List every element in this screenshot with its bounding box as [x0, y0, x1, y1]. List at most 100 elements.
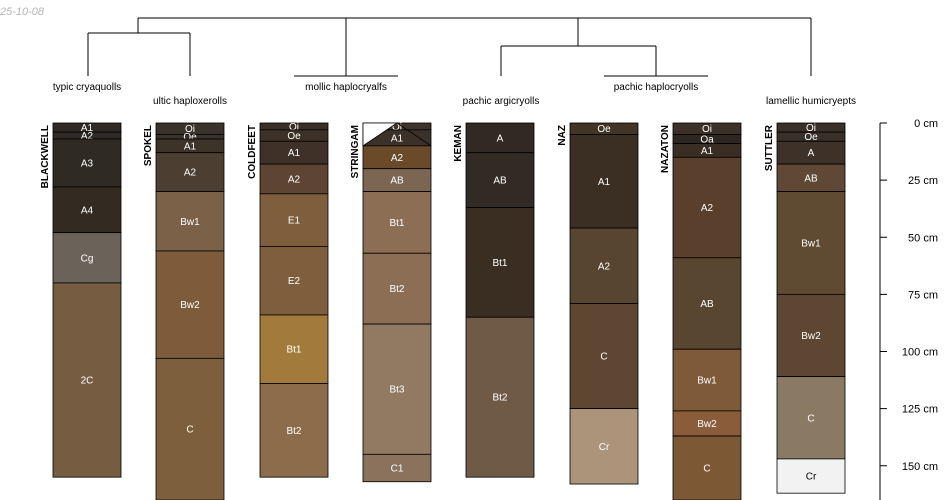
horizon-label: A2 — [288, 174, 301, 185]
group-label-ultic-haploxerolls: ultic haploxerolls — [153, 96, 227, 107]
date-stamp: 25-10-08 — [0, 6, 45, 18]
horizon-cr — [776, 458, 846, 494]
horizon-label: A1 — [598, 177, 611, 188]
horizon-bt3 — [362, 323, 432, 455]
horizon-label: Bt2 — [286, 426, 301, 437]
horizon-label: Oe — [804, 132, 818, 143]
horizon-label: A1 — [184, 141, 197, 152]
horizon-label: Oi — [392, 122, 402, 133]
horizon-label: Oi — [702, 124, 712, 135]
horizon-ab — [672, 257, 742, 350]
horizon-label: Bt1 — [492, 258, 507, 269]
horizon-label: Oi — [806, 123, 816, 134]
horizon-label: 2C — [81, 376, 94, 387]
horizon-label: A2 — [81, 131, 94, 142]
horizon-label: AB — [700, 299, 714, 310]
horizon-label: Bw1 — [697, 376, 717, 387]
horizon-label: A4 — [81, 205, 94, 216]
horizon-label: A2 — [598, 261, 611, 272]
horizon-label: Bw2 — [801, 331, 821, 342]
profile-name: SUTTLER — [764, 124, 775, 171]
horizon-label: A1 — [288, 148, 301, 159]
group-label-pachic-argicryolls: pachic argicryolls — [463, 96, 540, 107]
horizon-label: AB — [390, 176, 404, 187]
horizon-label: Bw2 — [697, 419, 717, 430]
horizon-bw1 — [155, 191, 225, 252]
horizon-label: Cg — [81, 253, 94, 264]
horizon-label: C — [186, 425, 193, 436]
horizon-label: Bw1 — [801, 238, 821, 249]
horizon-c — [776, 376, 846, 460]
horizon-label: A1 — [701, 146, 714, 157]
depth-tick-label: 75 cm — [908, 289, 938, 301]
horizon-label: A — [808, 148, 815, 159]
taxonomic-group-labels: typic cryaquolls ultic haploxerolls mollic… — [53, 75, 856, 107]
profile-name: KEMAN — [453, 125, 464, 162]
horizon-label: Oa — [700, 134, 714, 145]
profile-name: NAZATON — [660, 125, 671, 173]
horizon-label: C — [807, 413, 814, 424]
horizon-a2 — [259, 163, 329, 195]
horizon-label: A1 — [81, 123, 94, 134]
horizon-label: A1 — [391, 133, 404, 144]
horizon-label: A2 — [391, 153, 404, 164]
horizon-label: A2 — [701, 203, 714, 214]
depth-tick-label: 50 cm — [908, 232, 938, 244]
group-label-mollic-haplocryalfs: mollic haplocryalfs — [305, 82, 387, 93]
horizon-label: Oe — [183, 132, 197, 143]
horizon-label: Bw1 — [180, 217, 200, 228]
horizon-label: A — [497, 133, 504, 144]
depth-tick-label: 100 cm — [902, 347, 938, 359]
horizon-label: A2 — [184, 168, 197, 179]
horizon-a1 — [569, 134, 639, 229]
organic-layer-boundary — [396, 122, 432, 147]
dendrogram — [87, 17, 812, 76]
depth-tick-label: 125 cm — [902, 404, 938, 416]
horizon-a2 — [155, 152, 225, 192]
horizon-bw1 — [672, 348, 742, 412]
horizon-label: Bt3 — [389, 385, 404, 396]
organic-layer-marker — [362, 122, 399, 147]
depth-tick-label: 0 cm — [914, 118, 938, 130]
horizon-e2 — [259, 245, 329, 316]
horizon-label: Bw2 — [180, 300, 200, 311]
group-label-typic-cryaquolls: typic cryaquolls — [53, 82, 121, 93]
depth-axis: 0 cm 25 cm 50 cm 75 cm 100 cm 125 cm 150 cm — [879, 118, 938, 500]
horizon-c1 — [362, 453, 432, 483]
horizon-label: Oe — [597, 124, 611, 135]
horizon-label: Oi — [185, 124, 195, 135]
horizon-label: Bt2 — [492, 393, 507, 404]
horizon-label: E1 — [288, 216, 301, 227]
horizon-a2 — [672, 156, 742, 259]
horizon-c — [672, 435, 742, 500]
horizon-label: A3 — [81, 158, 94, 169]
horizon-bt2 — [259, 383, 329, 478]
horizon-bw2 — [155, 250, 225, 359]
profile-naz: NAZ Oe A1 A2 C Cr — [557, 122, 639, 485]
horizon-label: Cr — [806, 472, 817, 483]
profile-name: BLACKWELL — [40, 125, 51, 188]
horizon-bw1 — [776, 191, 846, 295]
horizon-a4 — [52, 186, 122, 234]
horizon-a2 — [569, 227, 639, 304]
horizon-label: Oi — [289, 122, 299, 133]
horizon-e1 — [259, 193, 329, 247]
horizon-label: Cr — [599, 442, 610, 453]
horizon-cr — [569, 408, 639, 485]
horizon-c — [569, 303, 639, 410]
horizon-bt1 — [465, 207, 535, 318]
profile-keman: KEMAN A AB Bt1 Bt2 — [453, 122, 535, 478]
horizon-bt1 — [259, 314, 329, 384]
horizon-bt1 — [362, 191, 432, 254]
group-label-pachic-haplocryolls: pachic haplocryolls — [614, 82, 699, 93]
horizon-label: C — [600, 352, 607, 363]
profile-name: COLDFEET — [247, 125, 258, 179]
horizon-c — [155, 357, 225, 500]
